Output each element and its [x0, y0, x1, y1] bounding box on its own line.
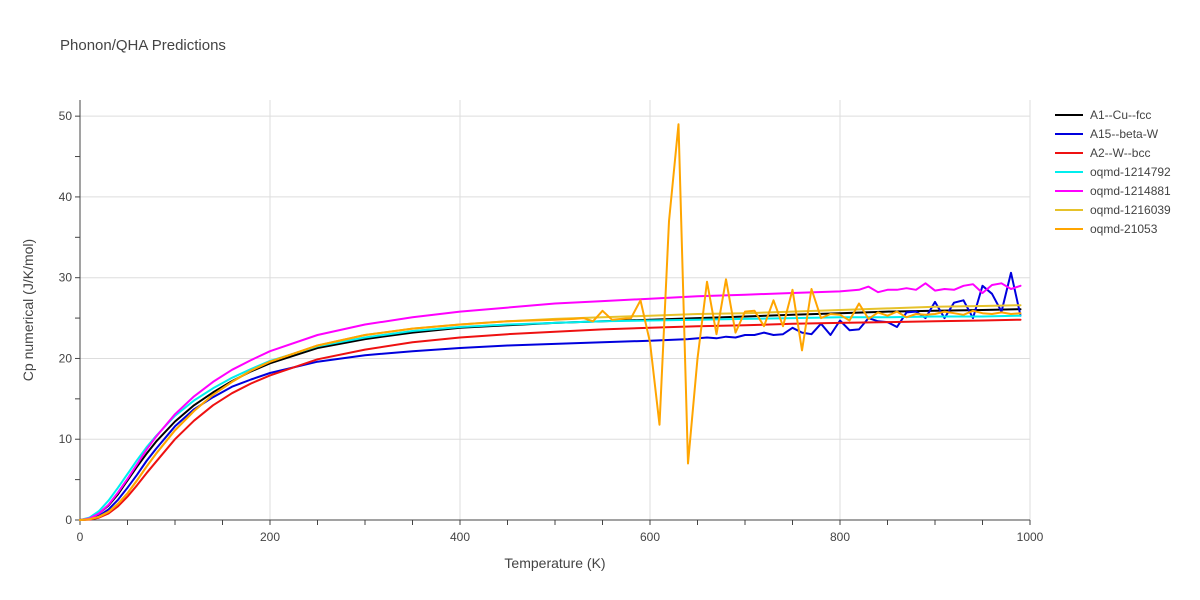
legend-item[interactable]: oqmd-1214792 [1055, 165, 1171, 179]
legend-item[interactable]: A1--Cu--fcc [1055, 108, 1151, 122]
legend-label: A1--Cu--fcc [1090, 108, 1151, 122]
legend: A1--Cu--fcc A15--beta-W A2--W--bcc oqmd-121… [1055, 108, 1171, 236]
x-tick-label: 600 [640, 530, 660, 544]
x-tick-label: 1000 [1017, 530, 1044, 544]
y-tick-label: 40 [59, 190, 73, 204]
series-line-A1--Cu--fcc [79, 308, 1022, 521]
y-tick-label: 20 [59, 351, 73, 365]
series-line-oqmd-1216039 [79, 304, 1022, 521]
x-tick-label: 400 [450, 530, 470, 544]
legend-label: oqmd-1214792 [1090, 165, 1171, 179]
y-tick-label: 10 [59, 432, 73, 446]
legend-item[interactable]: oqmd-21053 [1055, 222, 1158, 236]
y-tick-label: 0 [65, 513, 72, 527]
legend-item[interactable]: A15--beta-W [1055, 127, 1159, 141]
series-line-A15--beta-W [79, 271, 1022, 521]
legend-item[interactable]: oqmd-1216039 [1055, 203, 1171, 217]
series-lines [79, 123, 1022, 521]
legend-label: oqmd-1216039 [1090, 203, 1171, 217]
x-tick-label: 0 [77, 530, 84, 544]
legend-label: A15--beta-W [1090, 127, 1159, 141]
x-axis-title: Temperature (K) [504, 555, 605, 571]
legend-label: A2--W--bcc [1090, 146, 1150, 160]
y-axis-title: Cp numerical (J/K/mol) [20, 239, 36, 381]
legend-label: oqmd-21053 [1090, 222, 1158, 236]
series-line-A2--W--bcc [79, 318, 1022, 521]
series-line-oqmd-1214881 [79, 282, 1022, 521]
y-tick-label: 30 [59, 271, 73, 285]
axes: 0 200 400 600 800 1000 0 10 20 30 40 50 [59, 100, 1044, 544]
series-line-oqmd-1214792 [79, 314, 1022, 521]
x-tick-label: 200 [260, 530, 280, 544]
series-line-oqmd-21053 [79, 123, 1022, 521]
legend-item[interactable]: oqmd-1214881 [1055, 184, 1171, 198]
legend-item[interactable]: A2--W--bcc [1055, 146, 1150, 160]
grid [80, 100, 1031, 520]
y-tick-label: 50 [59, 109, 73, 123]
legend-label: oqmd-1214881 [1090, 184, 1171, 198]
chart-title: Phonon/QHA Predictions [60, 37, 226, 54]
x-tick-label: 800 [830, 530, 850, 544]
